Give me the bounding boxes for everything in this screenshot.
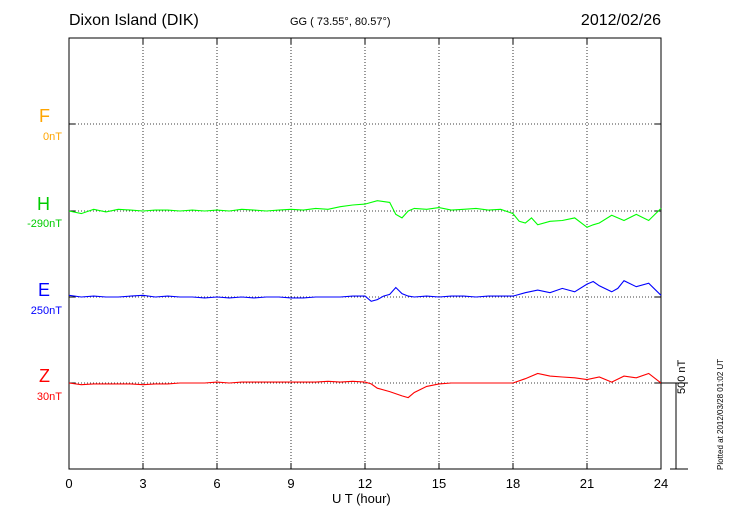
- x-tick-label: 18: [506, 476, 520, 491]
- date-label: 2012/02/26: [580, 12, 661, 29]
- channel-f-offset: 0nT: [43, 131, 62, 143]
- channel-e-label: E: [37, 280, 50, 300]
- channel-f-label: F: [39, 106, 50, 126]
- x-tick-label: 6: [213, 476, 220, 491]
- series-line-h: [68, 200, 662, 228]
- channel-z-offset: 30nT: [36, 391, 62, 403]
- channel-z-label: Z: [39, 366, 50, 386]
- channel-h-label: H: [37, 194, 50, 214]
- x-tick-label: 0: [65, 476, 72, 491]
- station-title: Dixon Island (DIK): [69, 12, 199, 29]
- series-line-z: [68, 372, 662, 399]
- x-tick-label: 24: [654, 476, 668, 491]
- plotted-timestamp: Plotted at 2012/03/28 01:02 UT: [716, 358, 725, 470]
- channel-h-offset: -290nT: [27, 218, 62, 230]
- x-tick-label: 15: [432, 476, 446, 491]
- x-tick-label: 3: [139, 476, 146, 491]
- x-tick-label: 9: [287, 476, 294, 491]
- series-line-e: [68, 280, 662, 302]
- geographic-coordinates: GG ( 73.55°, 80.57°): [290, 16, 391, 28]
- channel-e-offset: 250nT: [30, 305, 62, 317]
- scale-bar-label: 500 nT: [676, 359, 688, 394]
- x-axis-title: U T (hour): [332, 491, 391, 506]
- x-tick-label: 21: [580, 476, 594, 491]
- x-tick-label: 12: [358, 476, 372, 491]
